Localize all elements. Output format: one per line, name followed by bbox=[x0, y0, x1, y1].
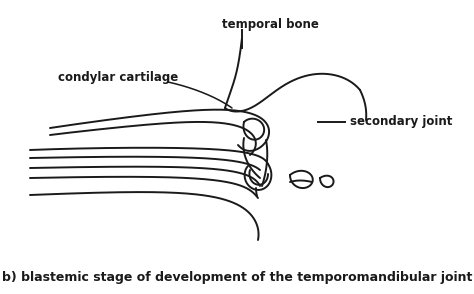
Text: secondary joint: secondary joint bbox=[350, 116, 452, 128]
Text: b) blastemic stage of development of the temporomandibular joint: b) blastemic stage of development of the… bbox=[2, 271, 472, 285]
Text: temporal bone: temporal bone bbox=[221, 18, 319, 31]
Text: condylar cartilage: condylar cartilage bbox=[58, 71, 178, 84]
